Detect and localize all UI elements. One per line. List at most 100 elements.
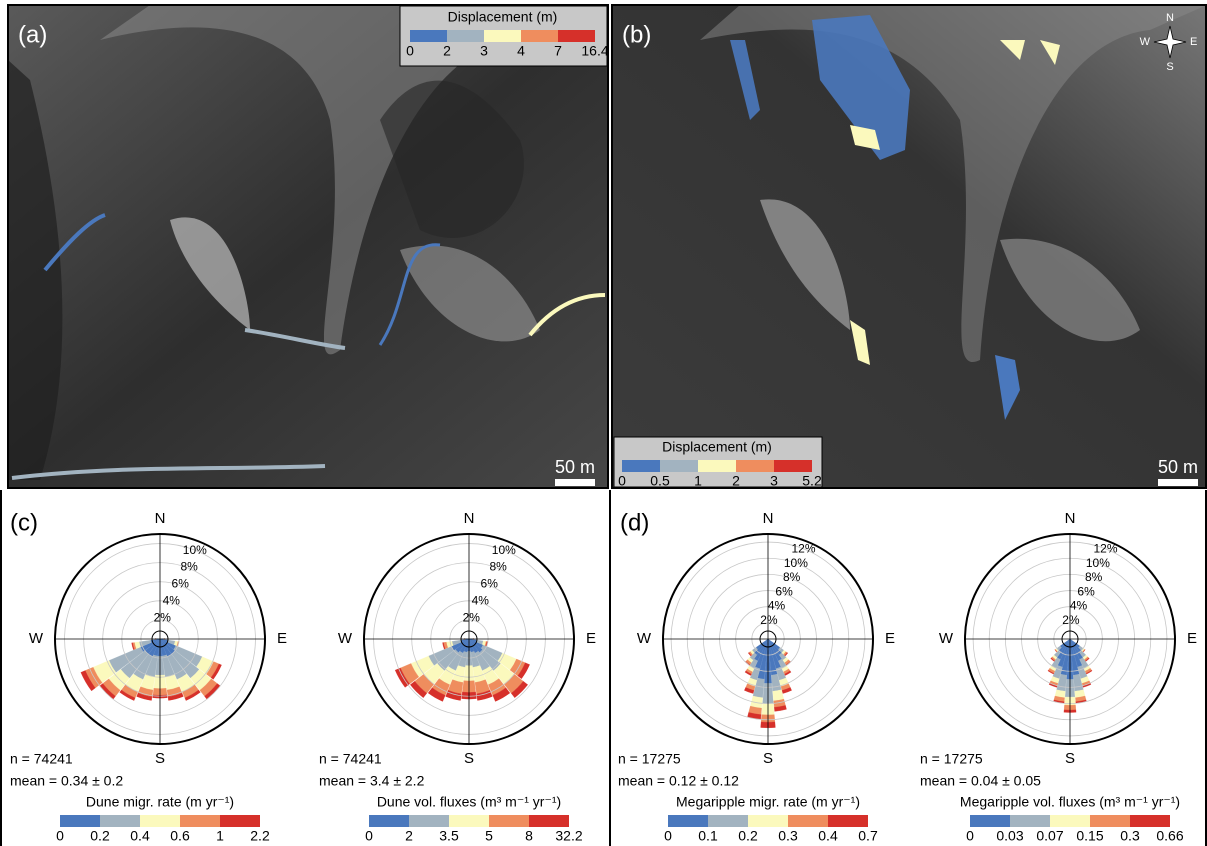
colorbar-tick-label: 0 [365,828,373,844]
colorbar-segment [774,460,812,472]
compass-label: E [1190,36,1197,48]
compass-label: W [29,630,44,647]
r-tick-label: 8% [1085,570,1103,584]
colorbar-segment [60,815,100,827]
sample-count: n = 17275 [618,751,681,767]
colorbar-tick-label: 8 [525,828,533,844]
colorbar-tick-label: 5 [485,828,493,844]
colorbar-tick-label: 2 [443,43,451,59]
colorbar-tick-label: 0 [56,828,64,844]
sample-count: n = 74241 [10,751,73,767]
colorbar-tick-label: 5.2 [802,473,822,489]
r-tick-label: 10% [1086,556,1110,570]
colorbar-segment [1050,815,1090,827]
colorbar-title: Displacement (m) [448,9,558,25]
compass-label: W [939,630,954,647]
r-tick-label: 2% [760,613,778,627]
panel-label: (d) [620,509,649,536]
colorbar-segment [622,460,660,472]
colorbar-tick-label: 0 [966,828,974,844]
scale-bar-label: 50 m [1158,457,1198,477]
colorbar-segment [484,30,521,42]
colorbar-segment [140,815,180,827]
colorbar-tick-label: 3 [480,43,488,59]
colorbar-segment [698,460,736,472]
colorbar-segment [558,30,595,42]
colorbar-title: Displacement (m) [662,439,772,455]
r-tick-label: 2% [1062,613,1080,627]
r-tick-label: 10% [492,543,516,557]
colorbar-tick-label: 1 [216,828,224,844]
r-tick-label: 10% [784,556,808,570]
colorbar-segment [489,815,529,827]
colorbar-tick-label: 0.3 [1120,828,1140,844]
colorbar-tick-label: 0 [618,473,626,489]
compass-label: N [763,510,774,527]
r-tick-label: 6% [172,577,190,591]
compass-label: E [586,630,596,647]
r-tick-label: 6% [481,577,499,591]
colorbar-segment [1130,815,1170,827]
colorbar-segment [748,815,788,827]
colorbar-tick-label: 0.07 [1036,828,1063,844]
panel-label: (a) [18,21,47,48]
image-a [8,5,608,488]
compass-label: S [155,750,165,767]
panel-label: (b) [622,21,651,48]
r-tick-label: 6% [775,584,793,598]
colorbar-tick-label: 2.2 [250,828,270,844]
colorbar-tick-label: 0.6 [170,828,190,844]
colorbar-tick-label: 0.4 [130,828,150,844]
compass-label: N [464,510,475,527]
sample-count: n = 74241 [319,751,382,767]
mean-value: mean = 0.12 ± 0.12 [618,773,739,789]
r-tick-label: 8% [490,560,508,574]
compass-label: S [1166,61,1173,73]
colorbar-tick-label: 0.1 [698,828,718,844]
colorbar-tick-label: 0.2 [90,828,110,844]
compass-label: W [1140,36,1151,48]
colorbar-segment [736,460,774,472]
colorbar-tick-label: 0.4 [818,828,838,844]
colorbar-segment [100,815,140,827]
compass-label: E [277,630,287,647]
scale-bar-label: 50 m [555,457,595,477]
compass-label: W [338,630,353,647]
r-tick-label: 4% [768,599,786,613]
compass-label: S [1065,750,1075,767]
colorbar-tick-label: 0 [664,828,672,844]
mean-value: mean = 0.34 ± 0.2 [10,773,123,789]
colorbar-tick-label: 0.5 [650,473,670,489]
colorbar-title: Megaripple migr. rate (m yr⁻¹) [676,794,860,810]
colorbar-tick-label: 16.4 [581,43,608,59]
r-tick-label: 8% [181,560,199,574]
colorbar-tick-label: 0.3 [778,828,798,844]
colorbar-segment [220,815,260,827]
compass-label: E [1187,630,1197,647]
colorbar-segment [970,815,1010,827]
colorbar-tick-label: 0.7 [858,828,878,844]
colorbar-tick-label: 3 [770,473,778,489]
compass-label: N [155,510,166,527]
r-tick-label: 4% [163,593,181,607]
colorbar-tick-label: 4 [517,43,525,59]
colorbar-tick-label: 0.03 [996,828,1023,844]
colorbar-segment [369,815,409,827]
colorbar-segment [449,815,489,827]
compass-label: S [763,750,773,767]
scale-bar [1158,479,1198,486]
colorbar-tick-label: 0.15 [1076,828,1103,844]
colorbar-tick-label: 0.2 [738,828,758,844]
colorbar-segment [529,815,569,827]
r-tick-label: 6% [1077,584,1095,598]
compass-label: S [464,750,474,767]
compass-label: E [885,630,895,647]
mean-value: mean = 0.04 ± 0.05 [920,773,1041,789]
colorbar-segment [660,460,698,472]
r-tick-label: 4% [472,593,490,607]
image-b [612,5,1207,488]
figure: (a)(b)(c)(d)Displacement (m)0234716.4Dis… [0,0,1207,846]
r-tick-label: 4% [1070,599,1088,613]
colorbar-segment [409,815,449,827]
colorbar-tick-label: 0 [406,43,414,59]
